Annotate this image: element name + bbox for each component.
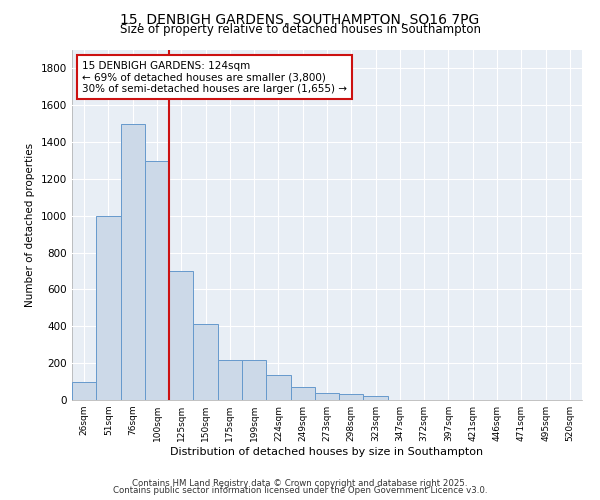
Bar bbox=[218, 360, 242, 400]
Bar bbox=[266, 375, 290, 400]
X-axis label: Distribution of detached houses by size in Southampton: Distribution of detached houses by size … bbox=[170, 447, 484, 457]
Bar bbox=[169, 271, 193, 400]
Text: 15 DENBIGH GARDENS: 124sqm
← 69% of detached houses are smaller (3,800)
30% of s: 15 DENBIGH GARDENS: 124sqm ← 69% of deta… bbox=[82, 60, 347, 94]
Text: 15, DENBIGH GARDENS, SOUTHAMPTON, SO16 7PG: 15, DENBIGH GARDENS, SOUTHAMPTON, SO16 7… bbox=[121, 12, 479, 26]
Bar bbox=[290, 387, 315, 400]
Y-axis label: Number of detached properties: Number of detached properties bbox=[25, 143, 35, 307]
Bar bbox=[96, 216, 121, 400]
Text: Contains public sector information licensed under the Open Government Licence v3: Contains public sector information licen… bbox=[113, 486, 487, 495]
Text: Size of property relative to detached houses in Southampton: Size of property relative to detached ho… bbox=[119, 22, 481, 36]
Bar bbox=[72, 382, 96, 400]
Bar bbox=[121, 124, 145, 400]
Bar bbox=[364, 396, 388, 400]
Bar bbox=[145, 160, 169, 400]
Text: Contains HM Land Registry data © Crown copyright and database right 2025.: Contains HM Land Registry data © Crown c… bbox=[132, 478, 468, 488]
Bar bbox=[339, 394, 364, 400]
Bar bbox=[242, 360, 266, 400]
Bar bbox=[315, 392, 339, 400]
Bar bbox=[193, 324, 218, 400]
